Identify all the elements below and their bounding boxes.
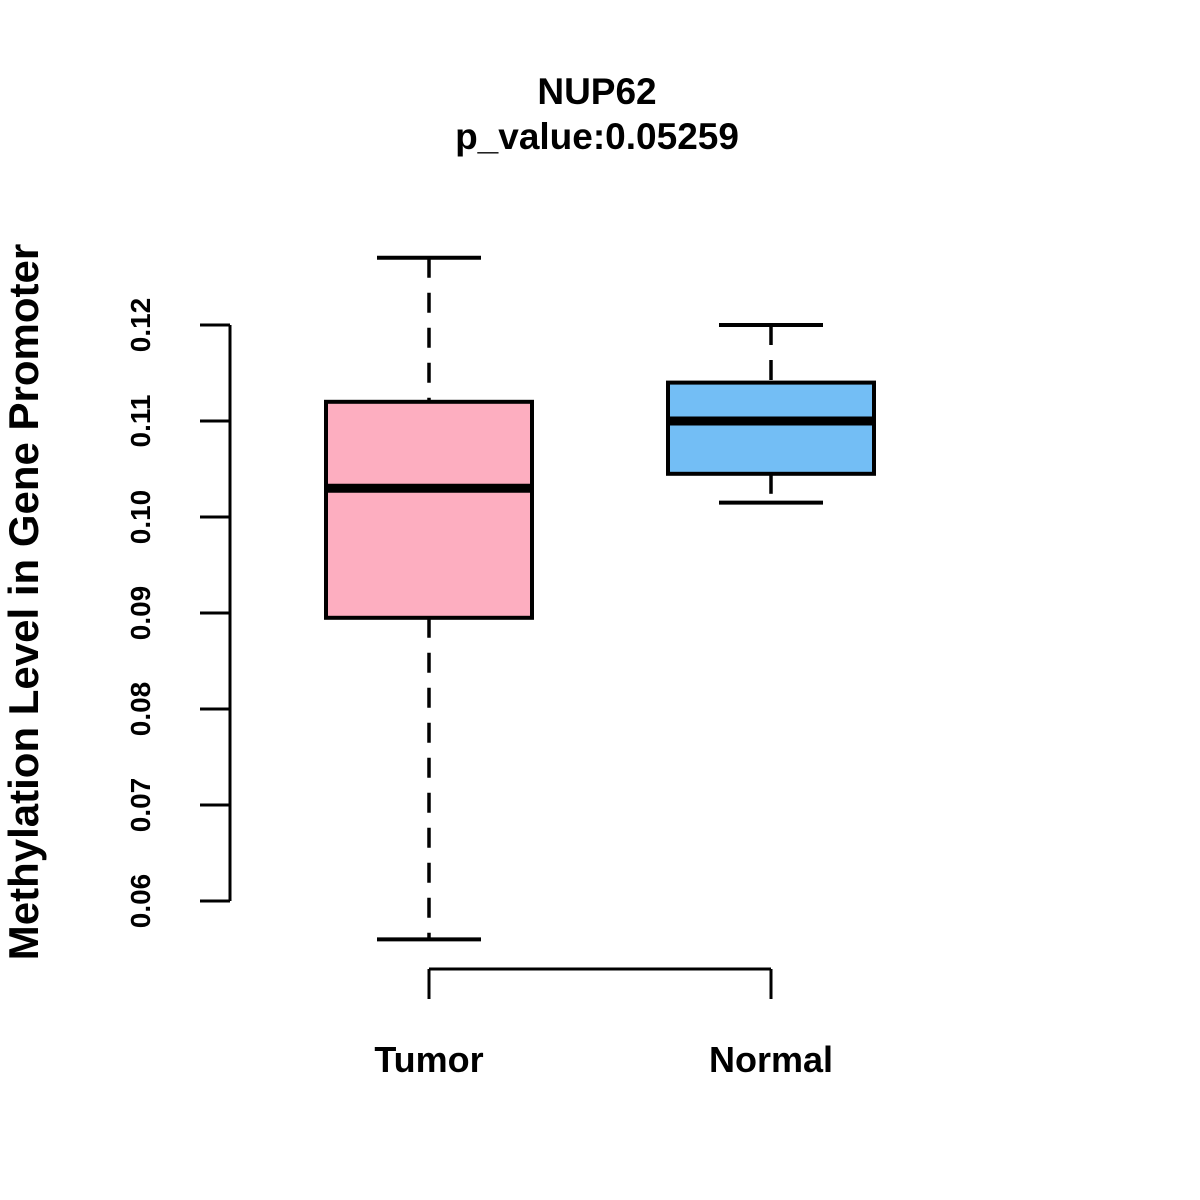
iqr-box-normal — [666, 380, 876, 476]
y-tick-label: 0.08 — [125, 682, 156, 737]
boxplot-tumor — [324, 255, 534, 942]
x-axis — [427, 967, 773, 999]
x-tick-label-tumor: Tumor — [374, 1039, 483, 1080]
y-tick-label: 0.06 — [125, 874, 156, 929]
iqr-box-tumor — [324, 399, 534, 620]
x-tick-label-normal: Normal — [709, 1039, 833, 1080]
y-tick-label: 0.12 — [125, 298, 156, 353]
boxplot-normal — [666, 323, 876, 505]
y-axis: 0.06 0.07 0.08 0.09 0.10 0.11 0.12 — [125, 298, 232, 929]
chart-title: NUP62 — [537, 71, 656, 112]
box-series — [324, 255, 876, 942]
y-axis-title: Methylation Level in Gene Promoter — [0, 244, 47, 960]
y-tick-label: 0.09 — [125, 586, 156, 641]
chart-subtitle: p_value:0.05259 — [455, 116, 739, 157]
y-tick-label: 0.10 — [125, 490, 156, 545]
y-tick-label: 0.11 — [125, 395, 156, 448]
y-tick-label: 0.07 — [125, 778, 156, 833]
